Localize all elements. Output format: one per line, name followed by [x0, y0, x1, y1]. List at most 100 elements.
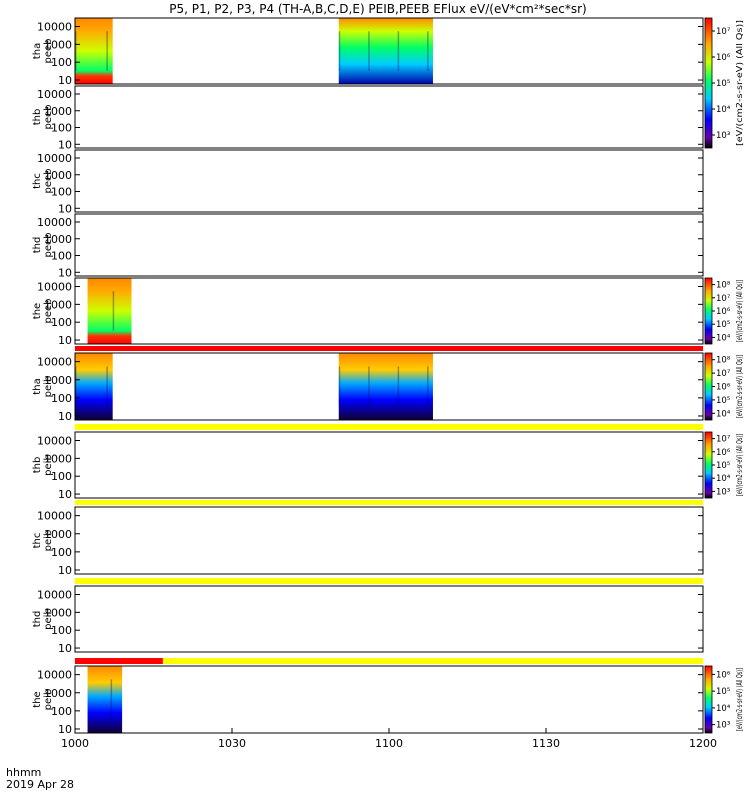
panel-probe-label: thd — [32, 611, 43, 628]
y-tick-label: 100 — [51, 546, 72, 559]
spectrogram-block — [87, 666, 123, 733]
y-tick-label: 10000 — [37, 216, 72, 229]
colorbar-gradient — [704, 665, 713, 734]
panel-probe-label: the — [32, 303, 43, 319]
spectrogram-texture — [397, 366, 400, 407]
panel-instrument-label: peeb — [43, 233, 54, 258]
panel-frame — [74, 85, 704, 149]
colorbar-c: 10⁴ 10⁵ 10⁶ 10⁷ 10⁸ [eV/(cm2-s-sr-eV) (All Qs… — [704, 352, 744, 421]
flag-bar-segment — [75, 424, 703, 430]
panel-label: thcpeeb — [32, 169, 54, 194]
panel-thb-peeb: 10 100 1000 10000 thbpeeb — [32, 85, 704, 151]
spectrogram-block — [87, 278, 132, 344]
y-tick-label: 10000 — [37, 589, 72, 602]
spectrogram-texture — [368, 31, 370, 71]
y-tick-label: 1000 — [44, 38, 72, 51]
colorbar-d: 10³ 10⁴ 10⁵ 10⁶ 10⁷ [eV/(cm2-s-sr-eV) (All Qs… — [704, 431, 744, 499]
colorbar-b: 10⁴ 10⁵ 10⁶ 10⁷ 10⁸ [eV/(cm2-s-sr-eV) (All Qs… — [704, 277, 744, 345]
y-tick-label: 1000 — [44, 105, 72, 118]
panel-the-peeb: 10 100 1000 10000 thepeeb — [32, 277, 704, 347]
y-tick-label: 10 — [58, 202, 72, 215]
colorbar-tick-label: 10⁵ — [716, 396, 730, 406]
y-tick-label: 100 — [51, 316, 72, 329]
colorbar-tick-label: 10⁸ — [716, 281, 731, 291]
colorbar-tick-label: 10⁵ — [716, 79, 730, 89]
y-tick-label: 10000 — [37, 281, 72, 294]
chart-title: P5, P1, P2, P3, P4 (TH-A,B,C,D,E) PEIB,P… — [169, 2, 586, 16]
panel-instrument-label: peeb — [43, 39, 54, 64]
panel-probe-label: thb — [32, 109, 43, 126]
y-tick-label: 1000 — [44, 687, 72, 700]
y-tick-label: 100 — [51, 250, 72, 263]
y-tick-label: 10000 — [37, 435, 72, 448]
panel-stack: 10100100010000thapeeb10100100010000thbpe… — [32, 17, 704, 736]
panel-thc-peeb: 10 100 1000 10000 thcpeeb — [32, 149, 704, 215]
spectrogram-texture — [338, 31, 341, 71]
panel-label: thapeeb — [32, 39, 54, 64]
y-tick-label: 100 — [51, 624, 72, 637]
panel-tha-peeb: 10 100 1000 10000 thapeeb — [32, 17, 704, 87]
y-tick-label: 10 — [58, 410, 72, 423]
y-tick-label: 100 — [51, 392, 72, 405]
y-tick-label: 10000 — [37, 21, 72, 34]
panel-label: thbpeib — [32, 454, 54, 476]
flag-bar-segment — [75, 578, 703, 584]
y-tick-label: 10000 — [37, 669, 72, 682]
colorbar-tick-label: 10⁵ — [716, 320, 730, 330]
colorbar-label: [eV/(cm2-s-sr-eV) (All Qs)] — [735, 434, 744, 496]
y-tick-label: 10 — [58, 488, 72, 501]
panel-frame — [74, 352, 704, 421]
y-tick-label: 10000 — [37, 88, 72, 101]
colorbar-tick-label: 10⁶ — [716, 448, 731, 458]
colorbar-label: [eV/(cm2-s-sr-eV) (All Qs)] — [735, 355, 744, 418]
panel-instrument-label: peib — [43, 454, 54, 476]
spectrogram-texture — [110, 679, 113, 720]
spectrogram-texture — [75, 366, 77, 407]
colorbar-tick-label: 10³ — [716, 721, 730, 731]
colorbar-tick-label: 10⁶ — [716, 670, 731, 680]
panel-probe-label: tha — [32, 378, 43, 394]
colorbar-tick-label: 10⁵ — [716, 687, 730, 697]
colorbar-gradient — [704, 352, 713, 421]
x-tick-label: 1130 — [532, 737, 560, 750]
panel-probe-label: tha — [32, 43, 43, 59]
panel-frame — [74, 149, 704, 213]
spectrogram-block — [75, 353, 113, 420]
x-axis-label-bottom: 2019 Apr 28 — [6, 778, 74, 791]
panel-thb-peib: 10 100 1000 10000 thbpeib — [32, 431, 704, 501]
panel-instrument-label: peeb — [43, 299, 54, 324]
panel-label: thepeeb — [32, 299, 54, 324]
colorbar-label: [eV/(cm2-s-sr-eV) (All Qs)] — [735, 668, 744, 731]
panel-thd-peib: 10 100 1000 10000 thdpeib — [32, 585, 704, 655]
colorbar-tick-label: 10⁶ — [716, 53, 731, 63]
spectrogram-texture — [112, 291, 115, 331]
x-axis-label-top: hhmm — [6, 766, 41, 779]
colorbar-tick-label: 10⁷ — [716, 294, 731, 304]
spectrogram-block — [338, 353, 433, 420]
y-tick-label: 100 — [51, 705, 72, 718]
colorbar-gradient — [704, 17, 713, 149]
y-tick-label: 10 — [58, 564, 72, 577]
colorbar-tick-label: 10³ — [716, 131, 730, 141]
colorbar-tick-label: 10³ — [716, 487, 730, 497]
panel-instrument-label: peib — [43, 608, 54, 630]
panel-label: thapeib — [32, 376, 54, 398]
colorbar-tick-label: 10⁶ — [716, 307, 731, 317]
colorbar-tick-label: 10⁷ — [716, 27, 731, 37]
spectrogram-block — [75, 18, 113, 84]
y-tick-label: 10 — [58, 334, 72, 347]
flag-bar-segment — [75, 346, 703, 351]
spectrogram-texture — [427, 31, 429, 71]
colorbar-stack: 10³ 10⁴ 10⁵ 10⁶ 10⁷ [eV/(cm2-s-sr-eV) (All Qs… — [704, 17, 744, 734]
panel-tha-peib: 10 100 1000 10000 thapeib — [32, 352, 704, 423]
colorbar-tick-label: 10⁴ — [716, 704, 731, 714]
colorbar-gradient — [704, 431, 713, 499]
panel-frame — [74, 431, 704, 499]
flag-bar-segment — [75, 500, 703, 505]
y-tick-label: 10 — [58, 266, 72, 279]
panel-label: thdpeib — [32, 608, 54, 630]
y-tick-label: 10000 — [37, 510, 72, 523]
panel-probe-label: thc — [32, 173, 43, 189]
colorbar-e: 10³ 10⁴ 10⁵ 10⁶ [eV/(cm2-s-sr-eV) (All Qs)] — [704, 665, 744, 734]
